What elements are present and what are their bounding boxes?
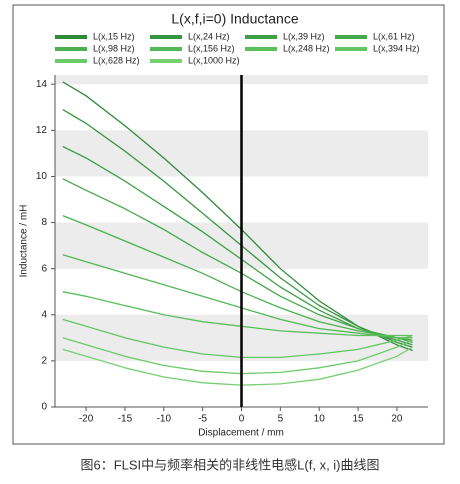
legend-label: L(x,1000 Hz) bbox=[188, 55, 240, 65]
legend-swatch bbox=[55, 47, 87, 51]
legend-swatch bbox=[150, 59, 182, 63]
legend-label: L(x,628 Hz) bbox=[93, 55, 140, 65]
x-tick-label: -5 bbox=[198, 414, 207, 425]
y-tick-label: 12 bbox=[36, 125, 48, 136]
legend-swatch bbox=[335, 47, 367, 51]
x-tick-label: -15 bbox=[118, 414, 133, 425]
legend-swatch bbox=[150, 47, 182, 51]
legend-swatch bbox=[245, 47, 277, 51]
legend-swatch bbox=[335, 35, 367, 39]
legend-label: L(x,394 Hz) bbox=[373, 43, 420, 53]
legend-label: L(x,248 Hz) bbox=[283, 43, 330, 53]
x-tick-label: -10 bbox=[157, 414, 172, 425]
y-axis-label: Inductance / mH bbox=[19, 205, 30, 278]
legend-label: L(x,98 Hz) bbox=[93, 43, 135, 53]
y-tick-label: 2 bbox=[41, 356, 47, 367]
y-tick-label: 4 bbox=[41, 309, 47, 320]
chart-title: L(x,f,i=0) Inductance bbox=[171, 11, 298, 27]
x-tick-label: 15 bbox=[353, 414, 365, 425]
x-tick-label: 5 bbox=[278, 414, 284, 425]
legend-label: L(x,156 Hz) bbox=[188, 43, 235, 53]
legend-label: L(x,61 Hz) bbox=[373, 31, 415, 41]
caption: 图6：FLSI中与频率相关的非线性电感L(f, x, i)曲线图 bbox=[80, 457, 379, 472]
x-tick-label: -20 bbox=[79, 414, 94, 425]
legend-label: L(x,39 Hz) bbox=[283, 31, 325, 41]
legend-swatch bbox=[150, 35, 182, 39]
x-tick-label: 0 bbox=[239, 414, 245, 425]
legend-swatch bbox=[55, 35, 87, 39]
x-tick-label: 20 bbox=[391, 414, 403, 425]
x-axis-label: Displacement / mm bbox=[198, 428, 284, 439]
x-tick-label: 10 bbox=[314, 414, 326, 425]
y-tick-label: 8 bbox=[41, 217, 47, 228]
legend-label: L(x,24 Hz) bbox=[188, 31, 230, 41]
y-tick-label: 14 bbox=[36, 79, 48, 90]
y-tick-label: 10 bbox=[36, 171, 48, 182]
legend-label: L(x,15 Hz) bbox=[93, 31, 135, 41]
y-tick-label: 0 bbox=[41, 402, 47, 413]
y-tick-label: 6 bbox=[41, 263, 47, 274]
legend-swatch bbox=[55, 59, 87, 63]
legend-swatch bbox=[245, 35, 277, 39]
